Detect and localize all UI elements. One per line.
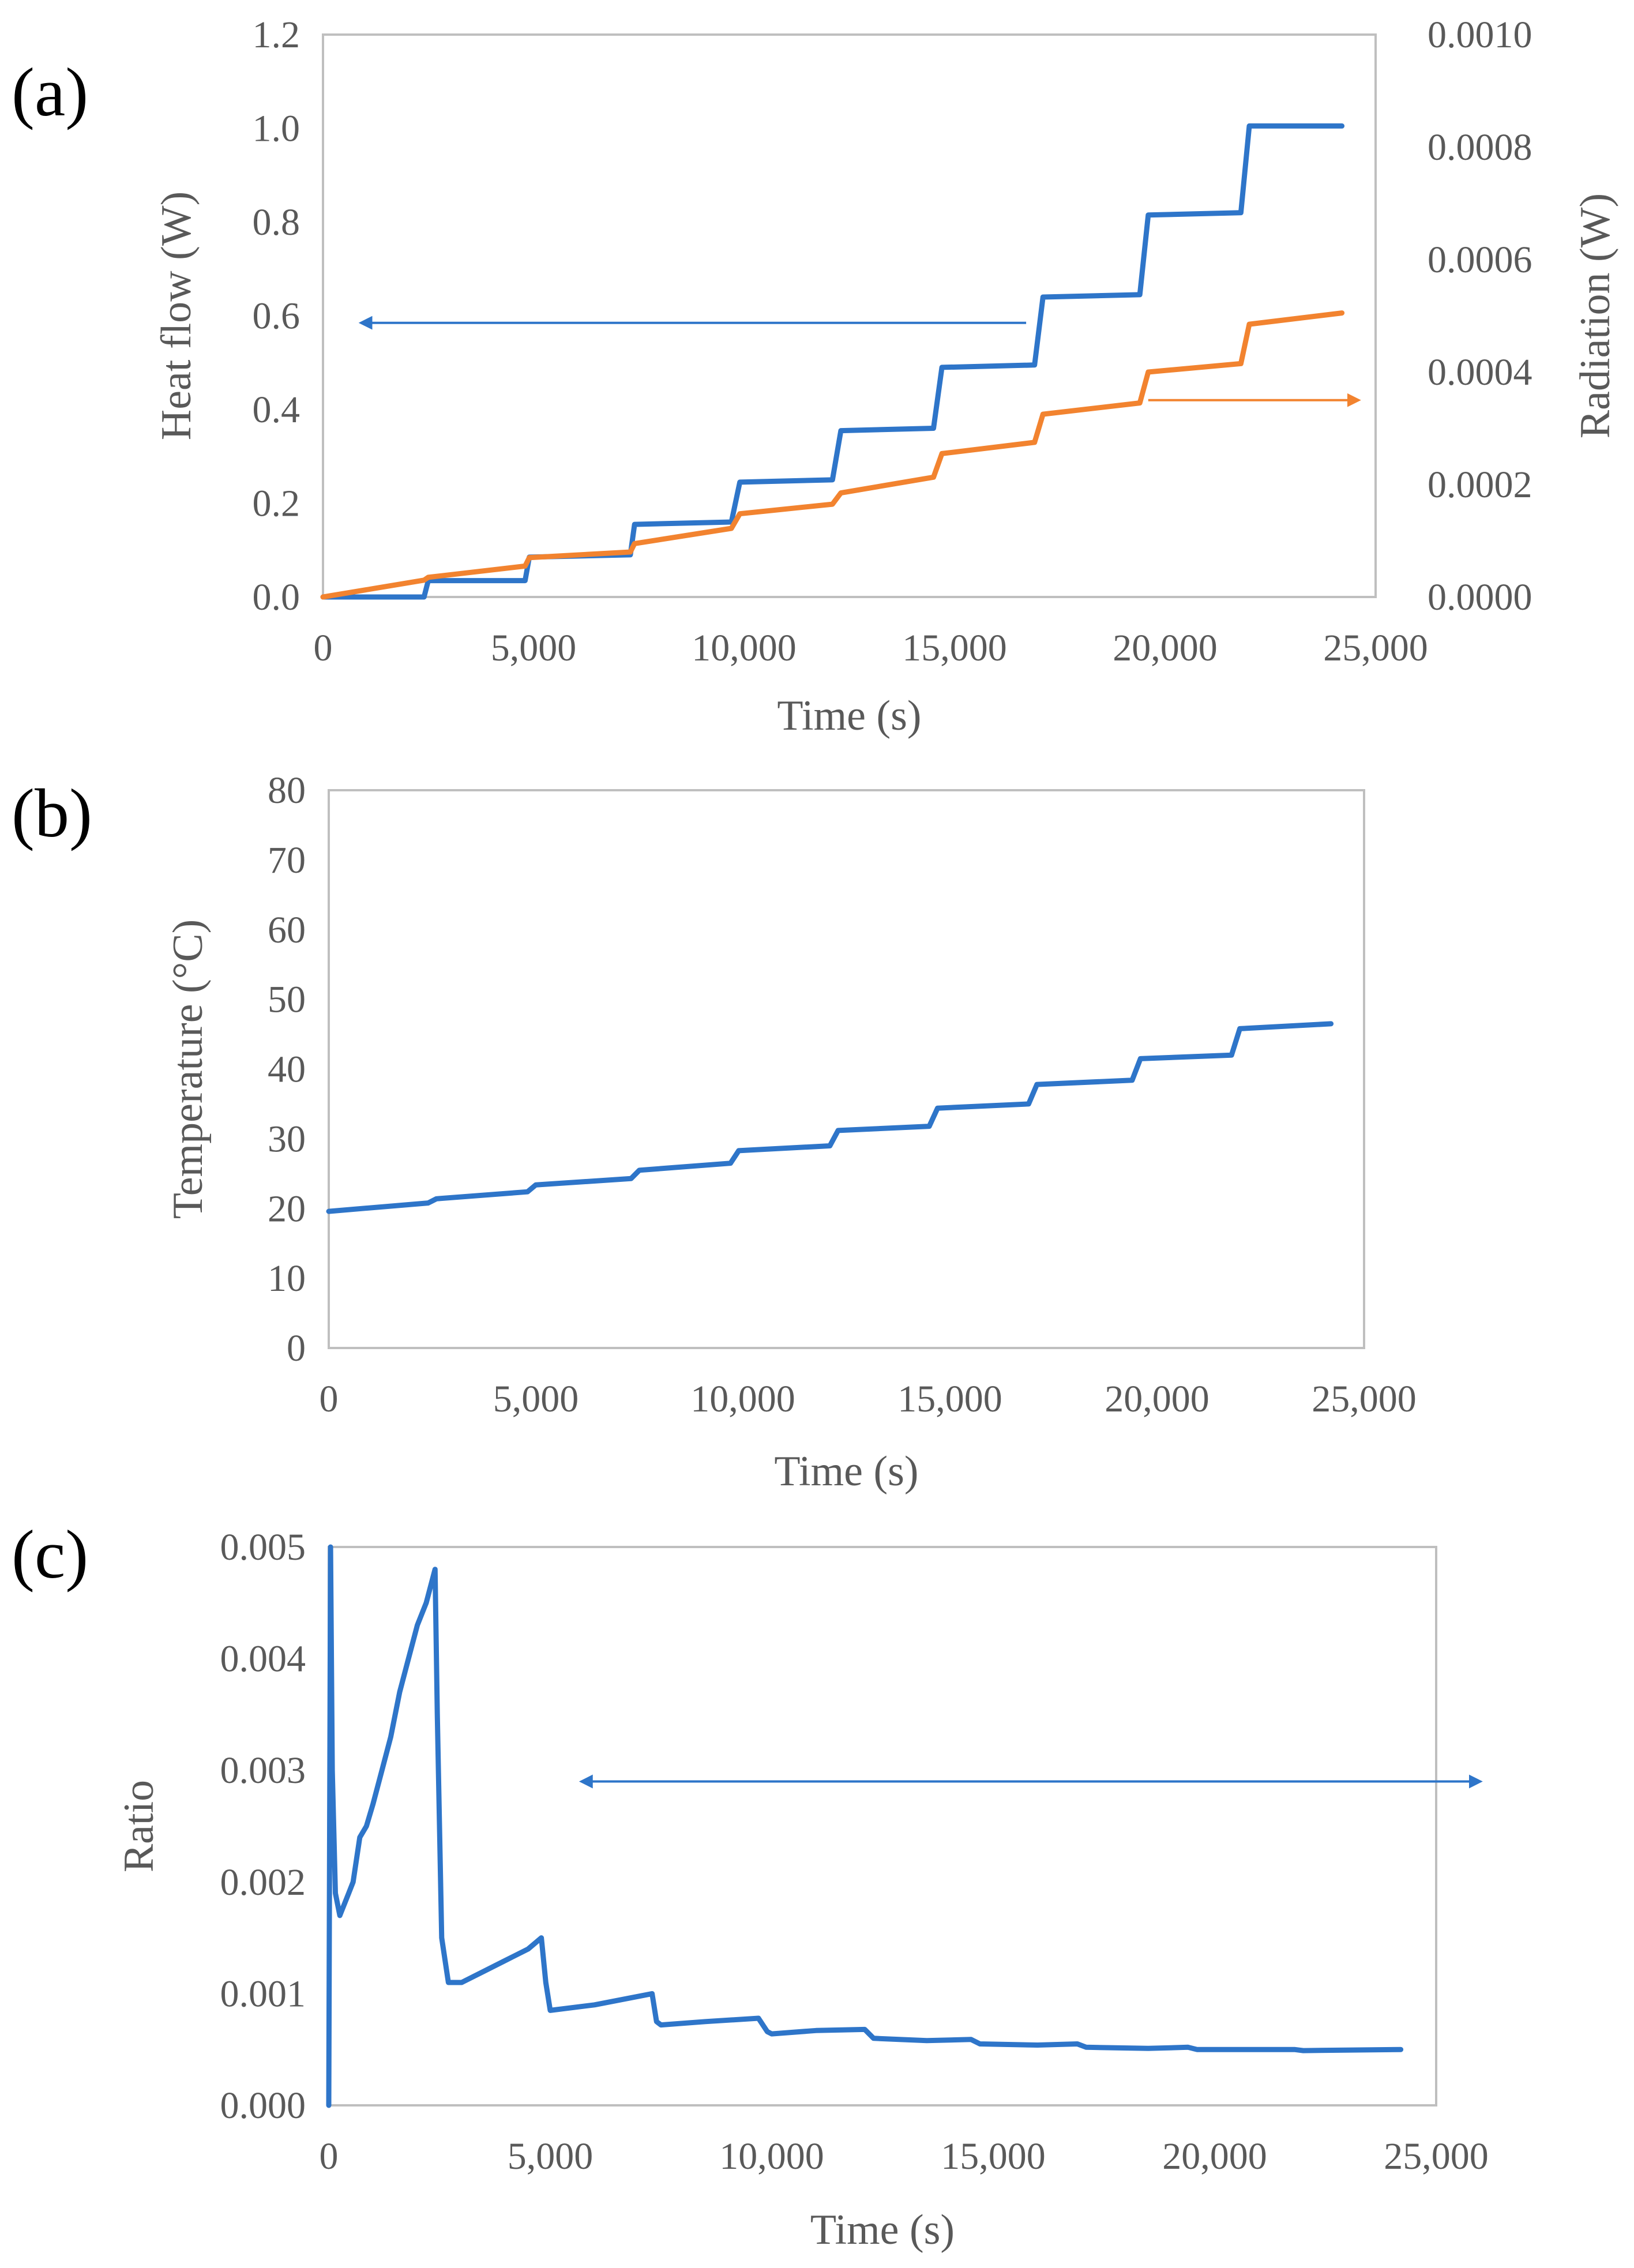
- x-tick-label: 0: [314, 627, 333, 669]
- x-tick-label: 10,000: [692, 627, 797, 669]
- y-tick-label: 0.005: [220, 1526, 306, 1568]
- x-tick-label: 20,000: [1162, 2135, 1267, 2177]
- series-line-heat-flow: [320, 123, 1345, 600]
- y-tick-label: 0.004: [220, 1638, 306, 1680]
- panel-label: (b): [12, 775, 92, 851]
- x-tick-label: 5,000: [493, 1378, 579, 1420]
- y-tick-label: 0.4: [253, 389, 300, 431]
- y-tick-label: 40: [268, 1049, 306, 1091]
- series-line-radiation: [320, 310, 1345, 600]
- y-axis-title: Temperature (°C): [164, 919, 212, 1219]
- y-axis-title: Heat flow (W): [153, 191, 200, 440]
- x-tick-label: 20,000: [1105, 1378, 1209, 1420]
- x-tick-label: 10,000: [690, 1378, 795, 1420]
- x-tick-label: 5,000: [491, 627, 577, 669]
- y-tick-label: 30: [268, 1118, 306, 1160]
- x-axis-title: Time (s): [810, 2206, 955, 2254]
- x-tick-label: 0: [320, 2135, 339, 2177]
- y-tick-label: 80: [268, 769, 306, 812]
- series-line-temperature: [326, 1021, 1334, 1214]
- x-tick-label: 0: [320, 1378, 339, 1420]
- y2-tick-label: 0.0004: [1428, 351, 1532, 393]
- x-tick-label: 15,000: [897, 1378, 1002, 1420]
- x-tick-label: 25,000: [1312, 1378, 1417, 1420]
- panel-label: (a): [12, 54, 88, 130]
- y2-tick-label: 0.0002: [1428, 464, 1532, 506]
- panel-label: (c): [12, 1516, 88, 1593]
- x-tick-label: 25,000: [1323, 627, 1428, 669]
- y2-tick-label: 0.0008: [1428, 126, 1532, 168]
- plot-frame: [322, 33, 1377, 598]
- y-tick-label: 20: [268, 1188, 306, 1230]
- plot-frame: [328, 1546, 1437, 2106]
- y-tick-label: 0.2: [253, 483, 300, 525]
- y-axis-title: Ratio: [115, 1780, 163, 1872]
- series-line-ratio: [326, 1544, 1404, 2108]
- y2-axis-title: Radiation (W): [1572, 193, 1619, 438]
- x-tick-label: 15,000: [902, 627, 1007, 669]
- x-tick-label: 15,000: [941, 2135, 1046, 2177]
- y-tick-label: 50: [268, 979, 306, 1021]
- y-tick-label: 0.002: [220, 1861, 306, 1903]
- y-tick-label: 0.8: [253, 201, 300, 243]
- y-tick-label: 0.003: [220, 1749, 306, 1792]
- y-tick-label: 0.000: [220, 2085, 306, 2127]
- y-tick-label: 0.0: [253, 576, 300, 618]
- x-tick-label: 25,000: [1384, 2135, 1489, 2177]
- y-tick-label: 1.0: [253, 108, 300, 150]
- chart-panel-1: (a) 0 5,000 10,000 15,000 20,000 25,000 0.0 0.2 0…: [12, 14, 1619, 739]
- y-tick-label: 0.001: [220, 1973, 306, 2015]
- chart-panel-2: (b) 0 5,000 10,000 15,000 20,000 25,000 0 10 20 30…: [12, 769, 1417, 1495]
- y-tick-label: 60: [268, 909, 306, 951]
- y2-tick-label: 0.0006: [1428, 239, 1532, 281]
- y2-tick-label: 0.0000: [1428, 576, 1532, 618]
- x-tick-label: 20,000: [1113, 627, 1218, 669]
- y-tick-label: 0.6: [253, 295, 300, 337]
- chart-panel-3: (c) 0 5,000 10,000 15,000 20,000 25,000 0.000 0.…: [12, 1516, 1489, 2254]
- y2-tick-label: 0.0010: [1428, 14, 1532, 56]
- x-axis-title: Time (s): [777, 692, 921, 739]
- x-axis-title: Time (s): [774, 1448, 918, 1495]
- x-tick-label: 5,000: [508, 2135, 594, 2177]
- y-tick-label: 0: [287, 1327, 306, 1369]
- y-tick-label: 70: [268, 839, 306, 881]
- y-tick-label: 10: [268, 1257, 306, 1300]
- y-tick-label: 1.2: [253, 14, 300, 56]
- plot-frame: [328, 789, 1365, 1349]
- x-tick-label: 10,000: [719, 2135, 824, 2177]
